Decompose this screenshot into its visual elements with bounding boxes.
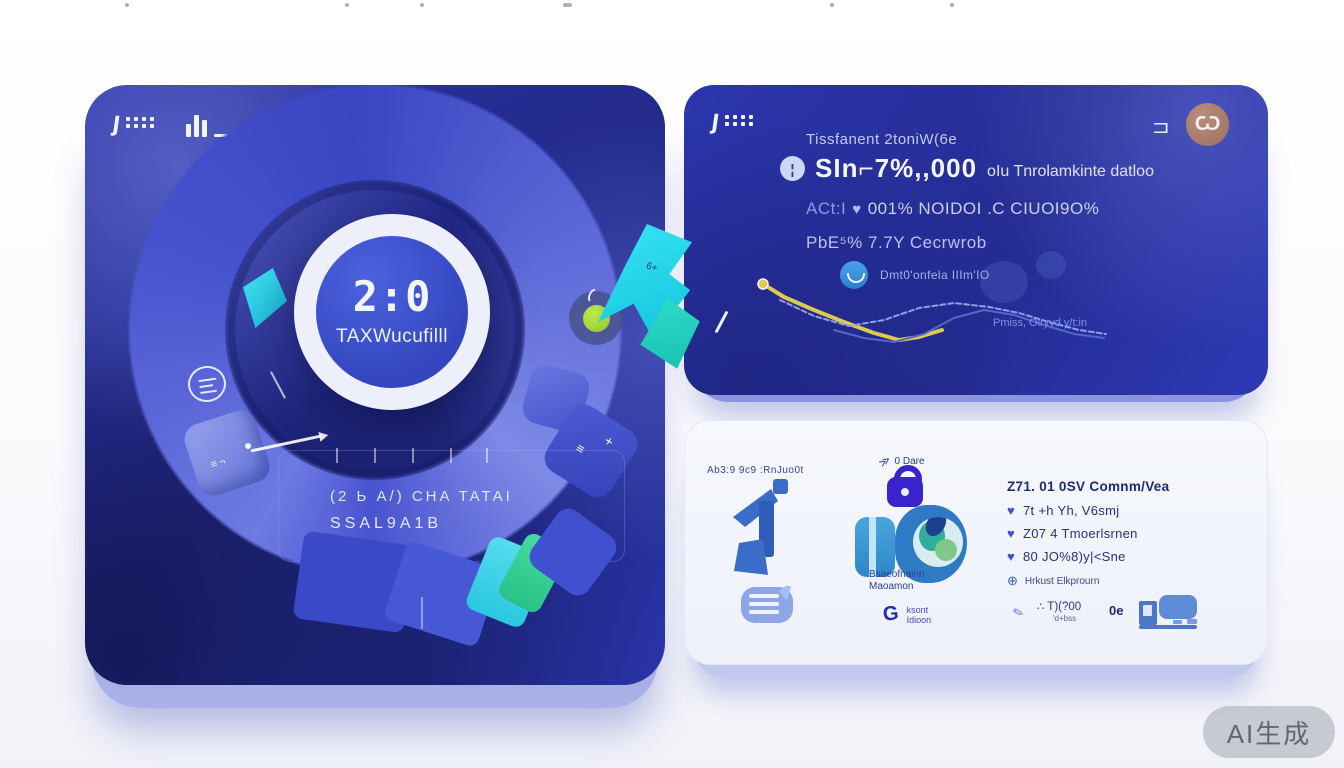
detail-item: ♥ 7t +h Yh, V6smj [1007,503,1119,518]
g-brand-line2: Idioon [906,614,932,625]
gauge-label: TAXWucufilll [336,326,448,347]
scale-tick [374,448,376,463]
g-brand-row: G ksont Idioon [881,602,932,626]
gauge-hub: 2:0 TAXWucufilll [316,236,468,388]
svg-text:Pmiss, Olryvd y/t:in: Pmiss, Olryvd y/t:in [993,317,1087,329]
g-brand-line1: ksont [906,604,929,615]
gauge-card: ȷ ≡¬ + ≡ (2 Ь A/) CHA TATAI SSAL9A1B [85,85,665,685]
detail-item: ♥ 80 JO%8)y|<Sne [1007,549,1126,564]
stat-badge-icon: ¦ [780,156,805,181]
edge-speck [563,3,572,7]
detail-footnote: ⊕ Hrkust Elkprourn [1007,573,1099,589]
code-stamp: ∴ T)(?00 'd+bss [1037,599,1081,623]
gauge-ring-inner-shadow [225,180,525,480]
window-bracket-icon[interactable]: ⊐ [1152,117,1170,138]
stat-line-2-prefix: ACt:I [806,199,847,218]
scale-tick [450,448,452,463]
stat-unit: oIu Tnrolamkinte datloo [987,162,1154,180]
g-brand-text: ksont Idioon [907,605,932,625]
main-stat-row: ¦ SIn⌐7%,,000 oIu Tnrolamkinte datloo [780,153,1154,184]
logo-j-glyph: ȷ [709,104,722,134]
logo-j-glyph: ȷ [110,106,123,136]
heart-icon: ♥ [1007,503,1016,518]
heart-icon: ♥ [852,200,862,218]
tooltip-row: Dmt0'onfela IIIm'IO [840,261,990,289]
edge-speck [345,3,349,7]
truck-icon [1139,595,1197,629]
stat-line-3: PbE⁵% 7.7Y Cecrwrob [806,233,987,252]
share-label: ≫ 0 Dare [876,453,925,471]
app-logo: ȷ [709,104,754,134]
tooltip-label: Dmt0'onfela IIIm'IO [880,268,990,282]
edge-speck [125,3,129,7]
detail-item-text: Z07 4 Tmoerlsrnen [1023,526,1138,541]
stat-line-2: ACt:I ♥ 001% NOIDOI .C CIUOI9O% [806,199,1099,219]
ai-watermark-text: AI生成 [1226,718,1312,749]
gauge-value: 2:0 [352,272,432,321]
stat-line-2-text: 001% NOIDOI .C CIUOI9O% [867,199,1100,218]
middle-caption-line1: Bsaeofnainn [869,569,925,580]
gauge-caption-line2: SSAL9A1B [330,515,443,532]
middle-caption-line2: Maoamon [869,581,914,592]
gauge-caption-line1: (2 Ь A/) CHA TATAI [330,488,513,505]
globe-icon [913,517,963,567]
middle-caption: Bsaeofnainn Maoamon [869,569,973,593]
edge-speck [950,3,954,7]
double-chevron-icon: ≫ [876,453,894,471]
detail-heading: Z71. 01 0SV Comnm/Vea [1007,479,1170,494]
app-logo: ȷ [110,106,228,137]
pencil-icon: ✎ [1010,603,1026,622]
drop-line [421,597,423,629]
heart-icon: ♥ [1007,526,1016,541]
database-stack-icon [741,585,793,623]
detail-footnote-text: Hrkust Elkprourn [1024,575,1100,587]
person-flag-icon [733,479,788,575]
code-stamp-main: ∴ T)(?00 [1037,601,1082,613]
smile-bubble-icon [840,261,868,289]
cylinder-shape [855,517,895,577]
detail-item-text: 80 JO%8)y|<Sne [1023,549,1126,564]
stats-title: Tissfanent 2toniW(6e [806,131,958,148]
logo-dots-icon [125,117,155,128]
detail-item: ♥ Z07 4 Tmoerlsrnen [1007,526,1138,541]
cube-glyph: ≡¬ [209,454,229,472]
g-logo-icon: G [881,602,900,626]
info-card: Ab3:9 9c9 :RnJuo0t ≫ 0 Dare Bsaeofnainn [684,420,1268,665]
share-label-text: 0 Dare [894,456,925,467]
edge-speck [420,3,424,7]
logo-dots-icon [724,115,754,126]
glow-blob [980,261,1028,303]
scale-tick [412,448,414,463]
left-column-label: Ab3:9 9c9 :RnJuo0t [707,465,804,476]
edge-speck [830,3,834,7]
lock-icon [887,465,923,507]
scale-tick [486,448,488,463]
detail-item-text: 7t +h Yh, V6smj [1023,503,1120,518]
stat-value: SIn⌐7%,,000 [815,153,978,183]
scale-tick [336,448,338,463]
stats-card: ȷ ⊐ Ѡ Tissfanent 2toniW(6e ¦ SIn⌐7%,,000… [684,85,1268,395]
avatar-glyph: Ѡ [1194,113,1221,135]
pointer-needle-dot [245,443,251,449]
slash-decoration [714,310,729,334]
heart-icon: ♥ [1007,549,1016,564]
cube-glyph: + [601,432,617,451]
glow-blob [1036,251,1066,279]
ai-watermark: AI生成 [1203,706,1335,758]
code-stamp-sub: 'd+bss [1053,614,1077,623]
globe-blob-illustration [855,505,967,591]
avatar[interactable]: Ѡ [1186,103,1229,146]
globe-icon: ⊕ [1007,573,1018,588]
count-label: 0e [1109,603,1124,618]
